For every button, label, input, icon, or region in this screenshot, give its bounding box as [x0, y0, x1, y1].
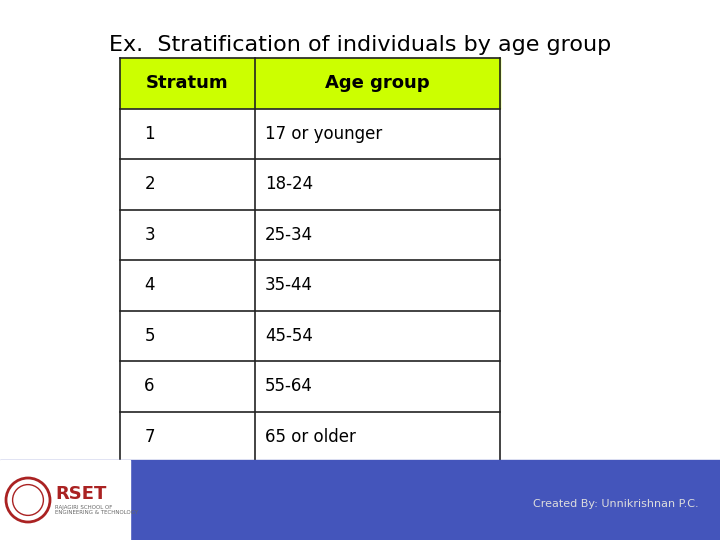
Text: 7: 7 — [144, 428, 155, 445]
Text: 5: 5 — [144, 327, 155, 345]
Bar — [120, 109, 500, 159]
Circle shape — [6, 478, 50, 522]
Bar — [120, 361, 500, 411]
Text: 18-24: 18-24 — [265, 176, 313, 193]
Text: Stratum: Stratum — [146, 74, 229, 92]
Text: 2: 2 — [144, 176, 155, 193]
Text: 3: 3 — [144, 226, 155, 244]
Text: 35-44: 35-44 — [265, 276, 313, 294]
Text: Created By: Unnikrishnan P.C.: Created By: Unnikrishnan P.C. — [533, 499, 698, 509]
Text: ENGINEERING & TECHNOLOGY: ENGINEERING & TECHNOLOGY — [55, 510, 138, 516]
Text: 45-54: 45-54 — [265, 327, 312, 345]
Bar — [120, 310, 500, 361]
Bar — [0, 460, 130, 540]
Bar — [120, 58, 500, 109]
Text: 4: 4 — [144, 276, 155, 294]
Text: 65 or older: 65 or older — [265, 428, 356, 445]
Bar — [120, 159, 500, 210]
Bar — [120, 210, 500, 260]
Text: 55-64: 55-64 — [265, 377, 312, 395]
Text: RAJAGIRI SCHOOL OF: RAJAGIRI SCHOOL OF — [55, 505, 112, 510]
Text: RSET: RSET — [55, 485, 107, 503]
Text: 1: 1 — [144, 125, 155, 143]
Text: 17 or younger: 17 or younger — [265, 125, 382, 143]
Bar — [120, 411, 500, 462]
Bar — [0, 460, 720, 540]
Text: Ex.  Stratification of individuals by age group: Ex. Stratification of individuals by age… — [109, 35, 611, 55]
Bar — [120, 260, 500, 310]
Text: Age group: Age group — [325, 74, 430, 92]
Text: 25-34: 25-34 — [265, 226, 313, 244]
Text: 6: 6 — [144, 377, 155, 395]
